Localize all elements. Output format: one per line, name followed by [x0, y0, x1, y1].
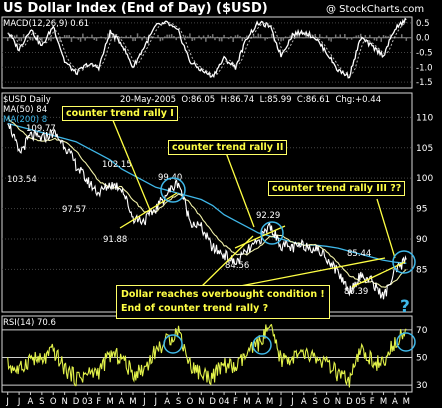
- x-tick-label: A: [119, 397, 125, 407]
- x-tick-label: D: [346, 397, 353, 407]
- price-tick-label: 110: [416, 113, 433, 123]
- x-tick-label: M: [243, 397, 250, 407]
- rally1-trend: [119, 192, 178, 229]
- ohlc-readout: 20-May-2005 O:86.05 H:86.74 L:85.99 C:86…: [120, 95, 382, 105]
- ma50-legend: MA(50) 84: [3, 105, 48, 115]
- price-label-92-29: 92.29: [256, 211, 280, 221]
- x-tick-label: D: [73, 397, 80, 407]
- x-tick-label: M: [129, 397, 136, 407]
- price-label-85-44: 85.44: [347, 249, 371, 259]
- x-tick-label: 04: [219, 397, 230, 407]
- x-tick-label: S: [312, 397, 317, 407]
- rsi-tick-label: 70: [416, 326, 428, 336]
- x-tick-label: O: [50, 397, 57, 407]
- x-tick-label: J: [17, 397, 21, 407]
- price-label-80-39: 80.39: [344, 287, 368, 297]
- x-tick-label: N: [61, 397, 67, 407]
- annotation-rally-3: counter trend rally III ??: [268, 181, 406, 196]
- x-tick-label: J: [153, 397, 157, 407]
- macd-tick-label: 0.0: [416, 34, 430, 44]
- rally3-arrow: [376, 198, 396, 259]
- rsi-tick-label: 50: [416, 353, 428, 363]
- x-tick-label: A: [301, 397, 307, 407]
- price-tick-label: 90: [416, 235, 428, 245]
- x-tick-label: D: [209, 397, 216, 407]
- rally1-highlight-circle: [160, 177, 186, 203]
- x-tick-label: S: [39, 397, 44, 407]
- x-tick-label: A: [255, 397, 261, 407]
- macd-tick-label: -1.0: [416, 63, 433, 73]
- x-tick-label: 05: [355, 397, 366, 407]
- copyright-label: @ StockCharts.com: [326, 4, 425, 15]
- rally3-highlight-circle: [392, 250, 416, 274]
- rsi-label: RSI(14) 70.6: [3, 318, 56, 328]
- rally3-trend: [351, 261, 406, 288]
- price-label-109-77: 109.77: [26, 124, 56, 134]
- ma200-line: [7, 122, 407, 264]
- x-tick-label: M: [380, 397, 387, 407]
- note-line-2: End of counter trend rally ?: [121, 303, 269, 314]
- rsi-highlight-circle-1: [163, 334, 183, 354]
- rsi-line: [7, 323, 407, 388]
- rally2-trend: [234, 225, 286, 249]
- price-tick-label: 100: [416, 174, 433, 184]
- x-tick-label: F: [233, 397, 238, 407]
- macd-line: [7, 17, 407, 79]
- price-line: [7, 123, 407, 300]
- annotation-rally-2: counter trend rally II: [168, 140, 288, 155]
- x-tick-label: J: [142, 397, 146, 407]
- price-tick-label: 95: [416, 205, 427, 215]
- x-tick-label: F: [96, 397, 101, 407]
- x-tick-label: A: [28, 397, 34, 407]
- x-tick-label: S: [176, 397, 181, 407]
- ma200-legend: MA(200) 8: [3, 115, 48, 125]
- question-mark: ?: [400, 297, 410, 317]
- price-label-97-57: 97.57: [62, 205, 86, 215]
- x-tick-label: J: [290, 397, 294, 407]
- price-label-102-15: 102.15: [102, 160, 132, 170]
- x-tick-label: M: [107, 397, 114, 407]
- rsi-highlight-circle-3: [396, 332, 416, 352]
- x-tick-label: N: [335, 397, 341, 407]
- x-tick-label: M: [266, 397, 273, 407]
- rally1-arrow: [111, 117, 151, 211]
- note-line-1: Dollar reaches overbought condition !: [121, 289, 325, 300]
- x-tick-label: J: [5, 397, 9, 407]
- chart-title: US Dollar Index (End of Day) ($USD): [3, 1, 268, 16]
- price-tick-label: 105: [416, 144, 433, 154]
- macd-signal-line: [7, 21, 407, 76]
- rally2-arrow: [224, 149, 255, 228]
- price-tick-label: 85: [416, 265, 427, 275]
- annotation-overbought-note: Dollar reaches overbought condition ! En…: [116, 285, 330, 319]
- macd-tick-label: -1.5: [416, 78, 433, 88]
- rally2-highlight-circle: [260, 221, 284, 245]
- x-tick-label: O: [187, 397, 194, 407]
- macd-tick-label: 0.5: [416, 19, 430, 29]
- price-label-103-54: 103.54: [7, 175, 37, 185]
- rsi-tick-label: 30: [416, 381, 428, 391]
- annotation-rally-1: counter trend rally I: [62, 106, 178, 121]
- note-arrow-2: [229, 257, 386, 289]
- price-label-91-88: 91.88: [103, 235, 127, 245]
- x-tick-label: F: [370, 397, 375, 407]
- x-tick-label: M: [403, 397, 410, 407]
- x-tick-label: O: [323, 397, 330, 407]
- price-label-84-56: 84.56: [225, 261, 249, 271]
- x-tick-label: 03: [82, 397, 93, 407]
- macd-label: MACD(12,26,9) 0.61: [3, 19, 90, 29]
- price-panel-label: $USD Daily: [3, 95, 51, 105]
- x-tick-label: A: [392, 397, 398, 407]
- x-tick-label: A: [164, 397, 170, 407]
- rsi-highlight-circle-2: [252, 335, 272, 355]
- ma50-line: [7, 116, 407, 288]
- x-tick-label: J: [279, 397, 283, 407]
- macd-tick-label: -0.5: [416, 49, 433, 59]
- x-tick-label: N: [198, 397, 204, 407]
